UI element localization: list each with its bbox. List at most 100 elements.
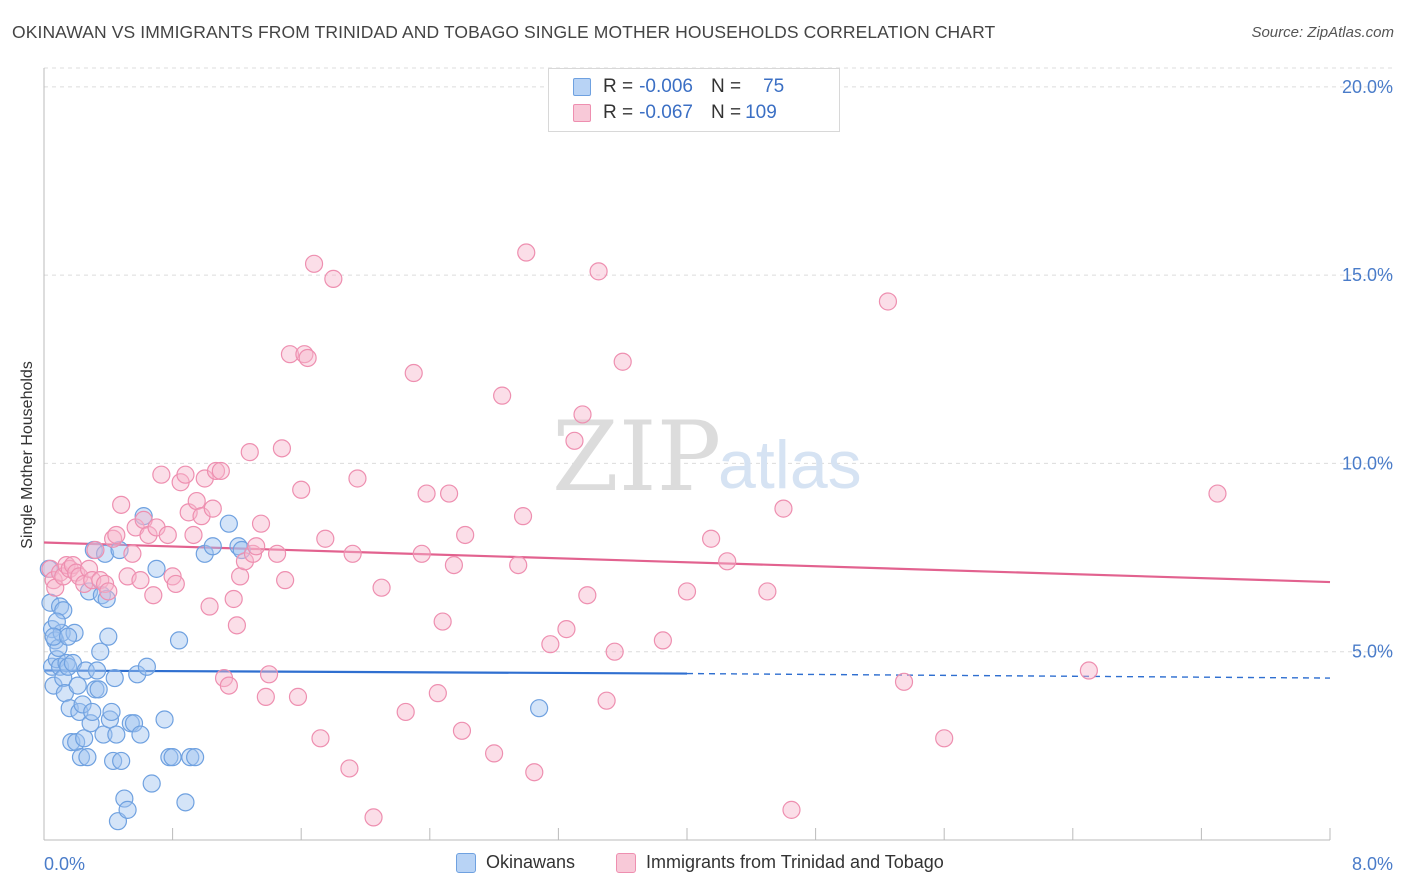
trinidad-point [439, 484, 459, 503]
trinidad-point [152, 465, 171, 484]
okinawans-legend-icon [456, 852, 476, 873]
trinidad-point [158, 525, 177, 545]
legend-label-trinidad: Immigrants from Trinidad and Tobago [646, 852, 944, 872]
trinidad-point [79, 559, 99, 578]
okinawan-point [163, 748, 182, 767]
okinawan-point [71, 748, 91, 767]
legend-n-label: N = [710, 102, 742, 123]
legend-r-label: R = [603, 76, 634, 97]
trinidad-point [267, 544, 287, 563]
trinidad-point [774, 499, 793, 518]
trinidad-point [176, 465, 195, 484]
trinidad-point [311, 729, 330, 748]
trinidad-point [203, 499, 222, 518]
okinawan-point [115, 789, 134, 808]
legend-item-trinidad[interactable]: Immigrants from Trinidad and Tobago [616, 852, 944, 873]
trinidad-point [343, 544, 362, 563]
legend-n-value: 109 [745, 102, 777, 123]
trinidad-point [144, 586, 163, 605]
x-tick-label: 8.0% [1352, 854, 1393, 874]
trinidad-point [211, 461, 230, 481]
trinidad-point [428, 684, 447, 703]
trinidad-point [758, 582, 777, 601]
okinawan-point [118, 800, 137, 819]
okinawan-point [97, 589, 116, 609]
legend-item-okinawans[interactable]: Okinawans [456, 852, 575, 873]
trinidad-point [677, 582, 697, 601]
legend-r-value: -0.006 [639, 76, 693, 97]
watermark: ZIP atlas [552, 401, 862, 513]
trinidad-point [276, 571, 295, 590]
okinawan-point [232, 540, 251, 560]
okinawan-point [59, 627, 78, 646]
legend-label-okinawans: Okinawans [486, 852, 576, 872]
y-tick-label: 5.0% [1352, 642, 1393, 662]
trinidad-point [653, 631, 672, 650]
y-tick-label: 10.0% [1342, 453, 1393, 473]
legend-n-value: 75 [763, 76, 785, 97]
data-points [39, 243, 1227, 831]
trinidad-point [452, 721, 472, 740]
okinawan-point [81, 714, 100, 733]
trinidad-point [444, 555, 464, 575]
trinidad-point [372, 578, 391, 597]
trinidad-point [227, 616, 246, 635]
trinidad-point [573, 405, 592, 424]
okinawan-point [147, 559, 166, 578]
correlation-legend: R = -0.006 N = 75 R = -0.067 N = 109 [548, 68, 840, 132]
trend-lines [43, 541, 1331, 679]
trinidad-point [404, 363, 423, 383]
okinawan-point [100, 710, 120, 729]
trinidad-point [112, 495, 131, 514]
watermark-atlas: atlas [718, 427, 862, 503]
trinidad-point [166, 574, 185, 594]
okinawan-point [95, 544, 115, 563]
okinawan-point [176, 793, 195, 812]
trinidad-point [200, 597, 219, 616]
okinawan-point [203, 537, 222, 556]
trinidad-point [878, 292, 898, 311]
trinidad-point [280, 345, 300, 364]
source-note: Source: ZipAtlas.com [1251, 24, 1394, 41]
trinidad-point [107, 525, 126, 545]
trinidad-point [316, 529, 335, 548]
x-tick-label: 0.0% [44, 854, 85, 874]
trinidad-point [396, 702, 415, 722]
okinawan-point [89, 680, 108, 699]
trinidad-point [565, 431, 584, 450]
trinidad-point [131, 571, 150, 590]
trinidad-point [86, 540, 105, 560]
okinawan-point [169, 631, 189, 650]
trinidad-point [525, 763, 544, 782]
okinawan-point [124, 714, 144, 733]
y-tick-label: 20.0% [1342, 77, 1393, 97]
axes [43, 68, 1331, 841]
trinidad-point [412, 544, 431, 563]
trinidad-legend-icon [616, 852, 636, 873]
y-tick-label: 15.0% [1342, 265, 1393, 285]
trinidad-point [557, 620, 576, 639]
okinawan-point [78, 748, 97, 767]
okinawan-point [219, 514, 238, 533]
okinawan-point [142, 774, 161, 793]
series-legend: Okinawans Immigrants from Trinidad and T… [0, 852, 1406, 876]
trinidad-point [219, 676, 238, 695]
okinawan-trend-line [43, 669, 688, 675]
trinidad-point [1079, 661, 1098, 680]
legend-r-label: R = [603, 102, 634, 123]
okinawan-point [73, 695, 92, 714]
okinawan-point [54, 668, 73, 688]
watermark-zip: ZIP [552, 401, 721, 513]
trinidad-point [123, 544, 142, 563]
okinawans-swatch-icon [573, 78, 591, 96]
okinawan-point [87, 661, 107, 680]
okinawan-point [105, 668, 124, 688]
okinawan-point [186, 748, 205, 767]
trinidad-point [348, 469, 367, 488]
okinawan-point [155, 710, 174, 729]
trinidad-point [272, 439, 292, 458]
trinidad-point [517, 243, 536, 262]
trinidad-point [187, 491, 206, 511]
okinawan-trend-extension [686, 672, 1331, 679]
